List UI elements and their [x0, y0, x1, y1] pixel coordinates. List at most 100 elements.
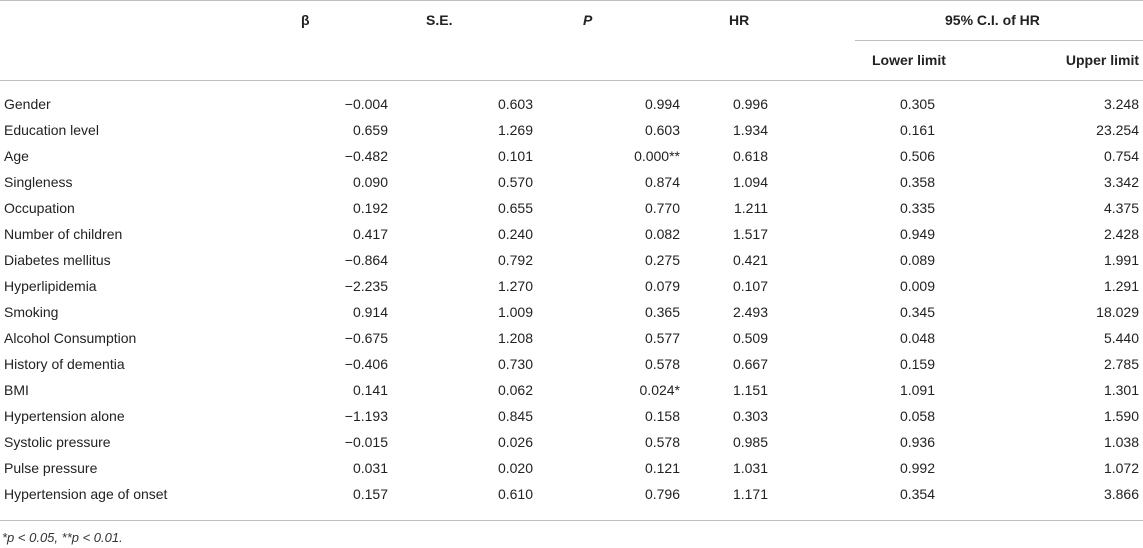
header-p: P: [583, 12, 593, 28]
lower-limit-cell: 0.936: [899, 434, 935, 450]
variable-cell: History of dementia: [4, 356, 125, 372]
upper-limit-cell: 18.029: [1096, 304, 1139, 320]
upper-limit-cell: 2.428: [1103, 226, 1139, 242]
beta-cell: 0.157: [352, 486, 388, 502]
se-cell: 0.020: [497, 460, 533, 476]
table-row: Diabetes mellitus −0.864 0.792 0.275 0.421 0.…: [0, 247, 1143, 273]
hr-cell: 0.667: [732, 356, 768, 372]
hr-cell: 0.618: [732, 148, 768, 164]
table-row: Systolic pressure −0.015 0.026 0.578 0.985 0.…: [0, 429, 1143, 455]
header-beta: β: [301, 12, 310, 28]
hr-cell: 0.996: [732, 96, 768, 112]
hr-cell: 0.107: [732, 278, 768, 294]
table-row: Number of children 0.417 0.240 0.082 1.517 0.…: [0, 221, 1143, 247]
variable-cell: Diabetes mellitus: [4, 252, 111, 268]
table-row: History of dementia −0.406 0.730 0.578 0.667…: [0, 351, 1143, 377]
table-row: Hypertension age of onset 0.157 0.610 0.796…: [0, 481, 1143, 507]
upper-limit-cell: 1.038: [1103, 434, 1139, 450]
upper-limit-cell: 3.248: [1103, 96, 1139, 112]
se-cell: 1.009: [497, 304, 533, 320]
p-value-cell: 0.603: [644, 122, 680, 138]
upper-limit-cell: 2.785: [1103, 356, 1139, 372]
se-cell: 0.603: [497, 96, 533, 112]
beta-cell: 0.659: [352, 122, 388, 138]
lower-limit-cell: 0.089: [899, 252, 935, 268]
lower-limit-cell: 0.305: [899, 96, 935, 112]
p-value-cell: 0.121: [644, 460, 680, 476]
variable-cell: Pulse pressure: [4, 460, 98, 476]
upper-limit-cell: 23.254: [1096, 122, 1139, 138]
header-hr: HR: [729, 12, 750, 28]
se-cell: 0.655: [497, 200, 533, 216]
header-upper-limit: Upper limit: [1065, 52, 1139, 68]
bottom-rule: [0, 520, 1143, 521]
upper-limit-cell: 1.072: [1103, 460, 1139, 476]
hr-cell: 2.493: [732, 304, 768, 320]
beta-cell: −0.406: [344, 356, 388, 372]
table-row: Pulse pressure 0.031 0.020 0.121 1.031 0.992 1…: [0, 455, 1143, 481]
beta-cell: 0.417: [352, 226, 388, 242]
beta-cell: −1.193: [344, 408, 388, 424]
p-value-cell: 0.024*: [639, 382, 680, 398]
lower-limit-cell: 0.506: [899, 148, 935, 164]
lower-limit-cell: 0.009: [899, 278, 935, 294]
hr-cell: 1.031: [732, 460, 768, 476]
upper-limit-cell: 1.291: [1103, 278, 1139, 294]
hr-cell: 1.151: [732, 382, 768, 398]
lower-limit-cell: 0.358: [899, 174, 935, 190]
hr-cell: 1.171: [732, 486, 768, 502]
p-value-cell: 0.796: [644, 486, 680, 502]
se-cell: 0.845: [497, 408, 533, 424]
beta-cell: 0.914: [352, 304, 388, 320]
variable-cell: Hypertension age of onset: [4, 486, 168, 502]
variable-cell: Age: [4, 148, 29, 164]
header-rule: [0, 80, 1143, 81]
upper-limit-cell: 3.866: [1103, 486, 1139, 502]
header-lower-limit: Lower limit: [872, 52, 946, 68]
variable-cell: Systolic pressure: [4, 434, 111, 450]
hr-cell: 0.509: [732, 330, 768, 346]
se-cell: 1.269: [497, 122, 533, 138]
upper-limit-cell: 3.342: [1103, 174, 1139, 190]
lower-limit-cell: 0.048: [899, 330, 935, 346]
beta-cell: −0.675: [344, 330, 388, 346]
hr-cell: 1.934: [732, 122, 768, 138]
se-cell: 0.026: [497, 434, 533, 450]
p-value-cell: 0.874: [644, 174, 680, 190]
table-row: Age −0.482 0.101 0.000** 0.618 0.506 0.754: [0, 143, 1143, 169]
lower-limit-cell: 0.949: [899, 226, 935, 242]
variable-cell: BMI: [4, 382, 29, 398]
upper-limit-cell: 1.991: [1103, 252, 1139, 268]
p-value-cell: 0.578: [644, 434, 680, 450]
p-value-cell: 0.578: [644, 356, 680, 372]
hr-cell: 1.517: [732, 226, 768, 242]
lower-limit-cell: 0.161: [899, 122, 935, 138]
variable-cell: Hyperlipidemia: [4, 278, 97, 294]
hr-cell: 0.303: [732, 408, 768, 424]
beta-cell: −0.004: [344, 96, 388, 112]
variable-cell: Hypertension alone: [4, 408, 125, 424]
beta-cell: −2.235: [344, 278, 388, 294]
table-row: Occupation 0.192 0.655 0.770 1.211 0.335 4.375: [0, 195, 1143, 221]
beta-cell: 0.192: [352, 200, 388, 216]
se-cell: 0.730: [497, 356, 533, 372]
p-value-cell: 0.577: [644, 330, 680, 346]
ci-subrule: [855, 40, 1143, 41]
se-cell: 1.270: [497, 278, 533, 294]
se-cell: 0.570: [497, 174, 533, 190]
hr-cell: 1.094: [732, 174, 768, 190]
variable-cell: Smoking: [4, 304, 59, 320]
table-row: Gender −0.004 0.603 0.994 0.996 0.305 3.248: [0, 91, 1143, 117]
table-row: Education level 0.659 1.269 0.603 1.934 0.161…: [0, 117, 1143, 143]
upper-limit-cell: 5.440: [1103, 330, 1139, 346]
se-cell: 0.240: [497, 226, 533, 242]
beta-cell: −0.482: [344, 148, 388, 164]
p-value-cell: 0.079: [644, 278, 680, 294]
variable-cell: Number of children: [4, 226, 123, 242]
lower-limit-cell: 0.159: [899, 356, 935, 372]
upper-limit-cell: 1.590: [1103, 408, 1139, 424]
variable-cell: Occupation: [4, 200, 75, 216]
hr-cell: 1.211: [734, 200, 768, 216]
upper-limit-cell: 4.375: [1103, 200, 1139, 216]
p-value-cell: 0.770: [644, 200, 680, 216]
